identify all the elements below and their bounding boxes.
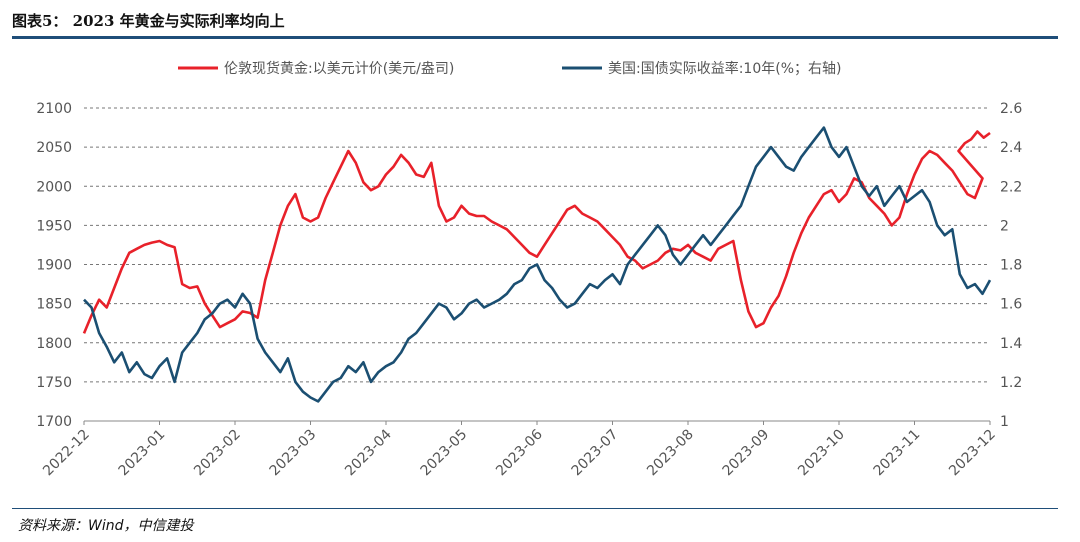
left-axis-ticks: 1700 1750 1800 1850 1900 1950 2000 2050 2100 <box>36 101 72 430</box>
right-tick-label: 2.4 <box>1000 140 1022 156</box>
real-yield-line <box>83 126 992 403</box>
right-tick-label: 2.6 <box>1000 101 1022 117</box>
legend: 伦敦现货黄金:以美元计价(美元/盎司) 美国:国债实际收益率:10年(%；右轴) <box>178 60 841 77</box>
x-tick-label: 2023-03 <box>267 427 320 480</box>
x-tick-label: 2023-04 <box>342 426 395 479</box>
left-tick-label: 1900 <box>36 258 72 274</box>
x-tick-label: 2023-06 <box>493 426 546 479</box>
right-tick-label: 2.2 <box>1000 179 1022 195</box>
legend-gold-label: 伦敦现货黄金:以美元计价(美元/盎司) <box>224 60 454 77</box>
left-tick-label: 2050 <box>36 140 72 156</box>
left-tick-label: 1950 <box>36 218 72 234</box>
left-tick-label: 1700 <box>36 414 72 430</box>
left-tick-label: 2100 <box>36 101 72 117</box>
right-tick-label: 2 <box>1000 218 1009 234</box>
right-tick-label: 1.6 <box>1000 297 1022 313</box>
source-note: 资料来源：Wind，中信建投 <box>18 518 194 534</box>
right-axis-ticks: 1 1.2 1.4 1.6 1.8 2 2.2 2.4 2.6 <box>1000 101 1022 430</box>
x-tick-label: 2022-12 <box>40 427 93 480</box>
left-tick-label: 2000 <box>36 179 72 195</box>
x-tick-label: 2023-11 <box>871 427 924 480</box>
right-tick-label: 1 <box>1000 414 1009 430</box>
x-tick-label: 2023-05 <box>418 427 471 480</box>
x-axis-ticks: 2022-12 2023-01 2023-02 2023-03 2023-04 2023-… <box>40 421 999 479</box>
x-tick-label: 2023-08 <box>644 427 697 480</box>
series-lines <box>82 126 992 403</box>
figure-title: 图表5： 2023 年黄金与实际利率均向上 <box>12 12 285 30</box>
x-tick-label: 2023-02 <box>191 427 244 480</box>
source-rule <box>12 508 1058 509</box>
gold-price-line <box>82 130 991 334</box>
right-tick-label: 1.8 <box>1000 258 1022 274</box>
left-tick-label: 1750 <box>36 375 72 391</box>
x-tick-label: 2023-10 <box>795 427 848 480</box>
x-tick-label: 2023-09 <box>720 427 773 480</box>
left-tick-label: 1850 <box>36 297 72 313</box>
right-tick-label: 1.4 <box>1000 336 1022 352</box>
x-tick-label: 2023-07 <box>569 427 622 480</box>
chart: 伦敦现货黄金:以美元计价(美元/盎司) 美国:国债实际收益率:10年(%；右轴)… <box>36 60 1022 479</box>
left-tick-label: 1800 <box>36 336 72 352</box>
right-tick-label: 1.2 <box>1000 375 1022 391</box>
x-tick-label: 2023-01 <box>116 427 169 480</box>
title-rule <box>12 36 1058 39</box>
legend-yield-label: 美国:国债实际收益率:10年(%；右轴) <box>608 60 841 77</box>
x-tick-label: 2023-12 <box>946 427 999 480</box>
